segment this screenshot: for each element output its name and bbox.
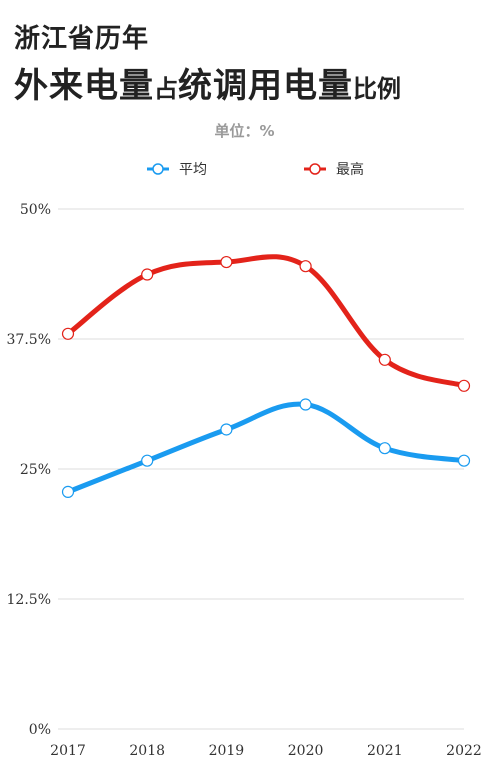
y-tick-label: 0% xyxy=(29,722,51,738)
x-tick-label: 2020 xyxy=(288,743,324,759)
x-tick-label: 2018 xyxy=(129,743,165,759)
series-line-max xyxy=(65,254,467,389)
data-point-avg xyxy=(457,454,471,467)
legend: 平均 最高 xyxy=(0,157,489,181)
chart-title-line1: 浙江省历年 xyxy=(14,24,150,54)
x-tick-label: 2021 xyxy=(367,743,403,759)
x-tick-label: 2017 xyxy=(50,743,86,759)
legend-item-max[interactable]: 最高 xyxy=(304,157,364,181)
y-tick-label: 50% xyxy=(20,202,51,218)
data-point-avg xyxy=(220,423,233,436)
data-point-max xyxy=(61,327,75,340)
title-part-1: 外来电量 xyxy=(14,66,154,106)
data-point-max xyxy=(378,353,391,366)
data-point-avg xyxy=(378,442,391,455)
legend-item-avg[interactable]: 平均 xyxy=(147,157,207,181)
unit-label: 单位：% xyxy=(214,122,275,140)
series-line-avg xyxy=(65,401,467,495)
legend-label-avg: 平均 xyxy=(179,162,207,178)
data-point-max xyxy=(299,260,312,273)
x-tick-label: 2022 xyxy=(446,743,482,759)
y-tick-label: 25% xyxy=(20,462,51,478)
y-tick-label: 12.5% xyxy=(7,592,51,608)
title-part-3: 统调用电量 xyxy=(178,66,353,106)
legend-label-max: 最高 xyxy=(336,162,364,178)
chart-title-line2: 外来电量占统调用电量比例 xyxy=(14,58,401,107)
data-point-max xyxy=(457,379,471,392)
title-part-4: 比例 xyxy=(353,74,401,103)
legend-marker-avg xyxy=(147,163,169,175)
data-point-max xyxy=(220,255,233,269)
data-point-max xyxy=(141,268,154,281)
y-tick-label: 37.5% xyxy=(7,332,51,348)
title-part-2: 占 xyxy=(154,74,178,103)
x-tick-label: 2019 xyxy=(209,743,245,759)
data-point-avg xyxy=(61,485,75,498)
legend-marker-max xyxy=(304,163,326,175)
data-point-avg xyxy=(299,398,312,411)
data-point-avg xyxy=(141,454,154,467)
